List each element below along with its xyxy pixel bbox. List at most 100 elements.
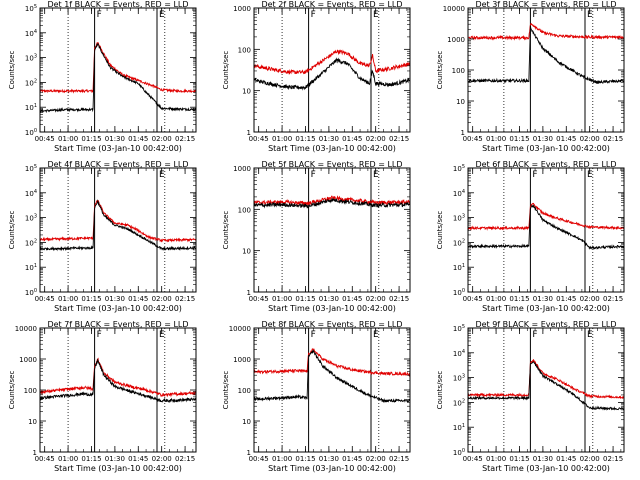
series-events (468, 361, 624, 411)
series-lld (40, 357, 196, 398)
y-tick-label: 1 (33, 449, 37, 457)
x-tick-label: 02:00 (152, 135, 172, 143)
series-lld (468, 22, 624, 41)
x-tick-label: 01:30 (319, 135, 339, 143)
flag-label-e: E (159, 170, 165, 180)
series-lld (254, 48, 410, 75)
x-tick-label: 02:00 (580, 295, 600, 303)
flag-label-f: F (97, 10, 102, 20)
x-tick-label: 02:00 (580, 455, 600, 463)
x-axis-label: Start Time (03-Jan-10 00:42:00) (54, 304, 182, 313)
panel-det-9f: Det 9f BLACK = Events, RED = LLD Start Ti… (436, 320, 625, 473)
x-tick-label: 01:30 (105, 455, 125, 463)
y-tick-label: 105 (25, 164, 37, 173)
panel-title: Det 8f BLACK = Events, RED = LLD (261, 320, 402, 329)
x-tick-label: 02:15 (603, 135, 623, 143)
x-tick-label: 01:15 (81, 455, 101, 463)
x-tick-label: 01:45 (128, 135, 148, 143)
panel-title: Det 3f BLACK = Events, RED = LLD (475, 0, 616, 9)
x-tick-label: 01:15 (81, 135, 101, 143)
x-tick-label: 02:15 (175, 295, 195, 303)
x-tick-label: 01:15 (509, 135, 529, 143)
y-tick-label: 102 (453, 238, 465, 247)
x-axis-label: Start Time (03-Jan-10 00:42:00) (482, 464, 610, 473)
x-tick-label: 00:45 (463, 295, 483, 303)
x-tick-label: 01:15 (81, 295, 101, 303)
flag-label-e: E (373, 170, 379, 180)
plot-frame (253, 327, 411, 453)
y-tick-label: 100 (24, 387, 37, 395)
series-events (254, 349, 410, 404)
x-tick-label: 01:30 (533, 135, 553, 143)
x-tick-label: 02:00 (152, 295, 172, 303)
y-tick-label: 1000 (233, 165, 251, 173)
y-tick-label: 101 (453, 263, 465, 272)
plot-frame (467, 327, 625, 453)
y-tick-label: 10000 (443, 5, 465, 13)
y-tick-label: 10000 (15, 325, 37, 333)
y-axis-label: Counts/sec (222, 371, 230, 410)
y-tick-label: 1 (247, 449, 251, 457)
x-tick-label: 00:45 (463, 455, 483, 463)
x-tick-label: 01:15 (509, 295, 529, 303)
series-lld (468, 202, 624, 231)
x-tick-label: 02:15 (603, 295, 623, 303)
y-tick-label: 104 (25, 29, 37, 38)
y-tick-label: 10000 (229, 325, 251, 333)
flag-label-f: F (97, 170, 102, 180)
y-axis-label: Counts/sec (222, 211, 230, 250)
x-tick-label: 00:45 (35, 455, 55, 463)
y-tick-label: 100 (25, 128, 37, 137)
x-tick-label: 01:30 (533, 295, 553, 303)
y-tick-label: 100 (453, 288, 465, 297)
series-events (254, 198, 410, 209)
y-tick-label: 1000 (19, 356, 37, 364)
y-tick-label: 103 (453, 374, 465, 383)
series-lld (254, 195, 410, 206)
series-lld (40, 199, 196, 243)
flag-label-f: F (311, 170, 316, 180)
y-tick-label: 103 (25, 214, 37, 223)
y-axis-label: Counts/sec (8, 211, 16, 250)
x-tick-label: 01:45 (556, 455, 576, 463)
x-tick-label: 01:30 (319, 295, 339, 303)
flag-label-f: F (311, 330, 316, 340)
y-tick-label: 100 (453, 448, 465, 457)
x-tick-label: 02:15 (389, 135, 409, 143)
flag-label-f: F (532, 170, 537, 180)
plot-frame (467, 7, 625, 133)
plot-frame (253, 167, 411, 293)
y-axis-label: Counts/sec (8, 51, 16, 90)
flag-label-f: F (97, 330, 102, 340)
x-tick-label: 01:45 (556, 295, 576, 303)
panel-det-2f: Det 2f BLACK = Events, RED = LLD Start Ti… (222, 0, 411, 153)
y-tick-label: 100 (452, 67, 465, 75)
y-tick-label: 1000 (447, 36, 465, 44)
series-lld (254, 347, 410, 377)
y-tick-label: 10 (28, 418, 37, 426)
x-tick-label: 01:30 (105, 135, 125, 143)
y-tick-label: 100 (238, 206, 251, 214)
y-tick-label: 101 (25, 103, 37, 112)
panel-title: Det 4f BLACK = Events, RED = LLD (47, 160, 188, 169)
y-tick-label: 104 (453, 349, 465, 358)
x-tick-label: 02:15 (603, 455, 623, 463)
y-tick-label: 104 (25, 189, 37, 198)
y-tick-label: 102 (25, 238, 37, 247)
y-tick-label: 100 (238, 387, 251, 395)
series-events (254, 57, 410, 91)
y-tick-label: 10 (456, 98, 465, 106)
plot-frame (39, 7, 197, 133)
y-tick-label: 105 (453, 324, 465, 333)
y-tick-label: 1 (461, 129, 465, 137)
x-tick-label: 01:00 (486, 135, 506, 143)
series-events (468, 25, 624, 84)
series-events (40, 358, 196, 404)
y-tick-label: 1 (247, 289, 251, 297)
flag-label-f: F (532, 10, 537, 20)
y-tick-label: 104 (453, 189, 465, 198)
panel-det-4f: Det 4f BLACK = Events, RED = LLD Start Ti… (8, 160, 197, 313)
x-axis-label: Start Time (03-Jan-10 00:42:00) (268, 464, 396, 473)
y-tick-label: 101 (453, 423, 465, 432)
